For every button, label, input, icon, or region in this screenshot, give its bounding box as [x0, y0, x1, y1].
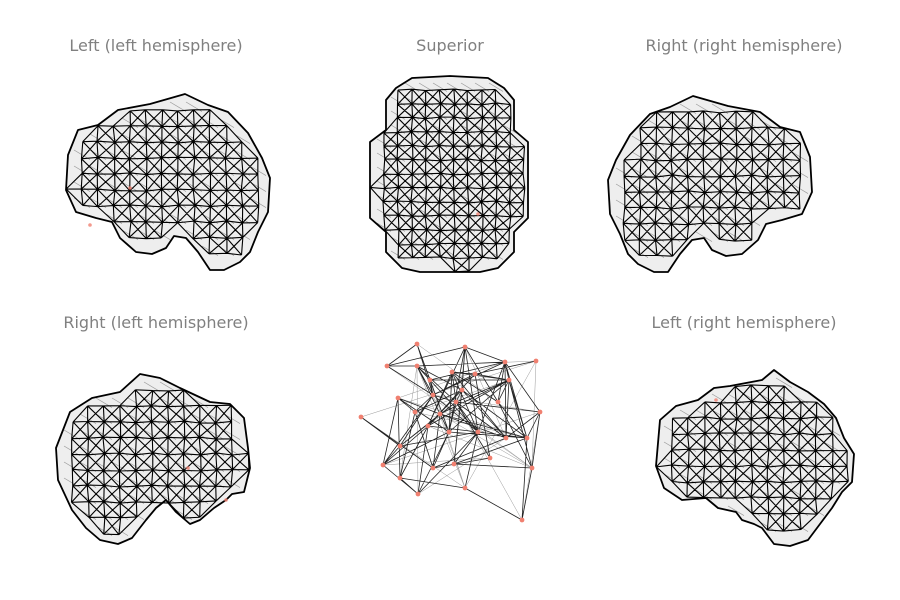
panel-title-left-lh: Left (left hemisphere) [69, 36, 243, 55]
network-node [412, 409, 418, 415]
mesh-edges [65, 109, 260, 256]
mesh-edges [622, 110, 802, 257]
network-node [451, 461, 457, 467]
panel-title-left-rh: Left (right hemisphere) [651, 313, 837, 332]
network-node [430, 392, 436, 398]
network-node [506, 377, 512, 383]
network-node [397, 475, 403, 481]
mesh-edges [369, 88, 526, 273]
network-node [446, 429, 452, 435]
mesh-edges [70, 389, 250, 536]
brain-mesh-left-rh [655, 369, 855, 547]
network-node [358, 414, 364, 420]
network-node [397, 443, 403, 449]
node-marker [476, 212, 480, 216]
panel-title-right-rh: Right (right hemisphere) [645, 36, 843, 55]
network-node [502, 359, 508, 365]
brain-mesh-superior [369, 75, 529, 273]
brain-mesh-left-lh [65, 93, 271, 271]
panel-title-right-lh: Right (left hemisphere) [63, 313, 249, 332]
network-node [414, 341, 420, 347]
mesh-outline [65, 93, 271, 271]
brain-mesh-right-rh [607, 95, 813, 273]
network-node [529, 465, 535, 471]
node-marker [186, 466, 190, 470]
node-marker [714, 398, 718, 402]
network-node [519, 517, 525, 523]
network-node [537, 409, 543, 415]
node-marker [224, 498, 228, 502]
network-node [462, 344, 468, 350]
network-node [459, 387, 465, 393]
mesh-edges [655, 384, 849, 532]
network-node [395, 395, 401, 401]
network-node [524, 435, 530, 441]
network-node [503, 435, 509, 441]
network-graph [358, 341, 543, 523]
network-node [462, 485, 468, 491]
network-node [380, 462, 386, 468]
network-node [384, 363, 390, 369]
mesh-surface [66, 94, 270, 270]
network-node [475, 429, 481, 435]
node-marker [128, 186, 132, 190]
network-node [472, 371, 478, 377]
network-node [533, 358, 539, 364]
panel-title-superior: Superior [416, 36, 484, 55]
network-node [427, 377, 433, 383]
mesh-outline [655, 369, 855, 547]
network-node [415, 491, 421, 497]
network-node [449, 369, 455, 375]
network-node [453, 399, 459, 405]
network-edges [360, 343, 541, 521]
node-marker [88, 223, 92, 227]
network-node [430, 465, 436, 471]
brain-mesh-right-lh [55, 373, 251, 545]
network-node [437, 411, 443, 417]
network-node [425, 423, 431, 429]
mesh-outline [369, 75, 529, 273]
network-node [414, 363, 420, 369]
mesh-outline [607, 95, 813, 273]
network-node [495, 399, 501, 405]
network-node [487, 455, 493, 461]
